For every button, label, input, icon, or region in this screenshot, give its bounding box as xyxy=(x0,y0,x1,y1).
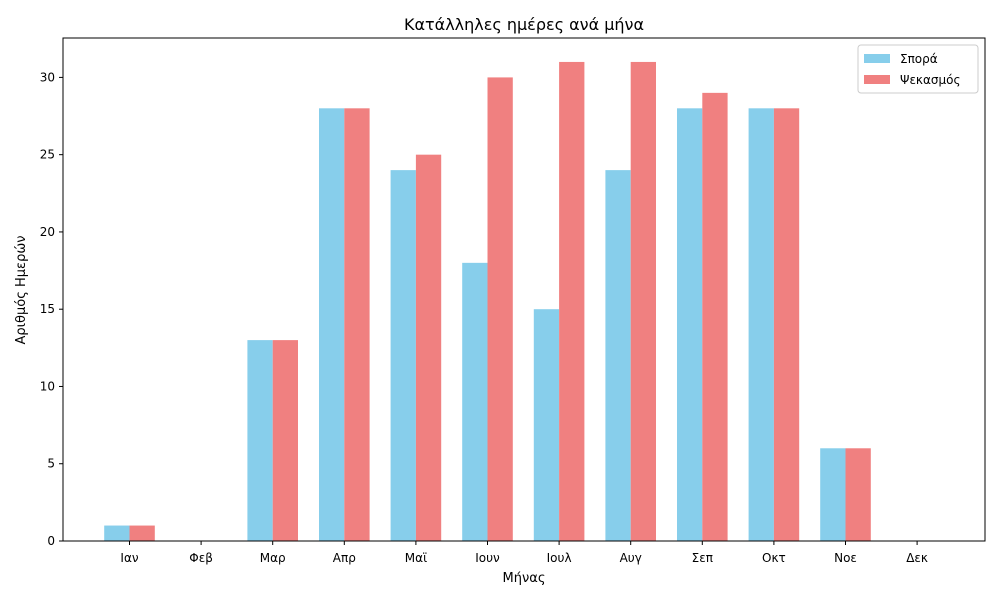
bar-spraying-9 xyxy=(773,108,800,541)
y-axis-ticks: 0 5 10 15 20 25 30 xyxy=(40,70,63,548)
x-tick-label-9: Οκτ xyxy=(762,551,786,565)
bar-spraying-3 xyxy=(344,108,370,541)
bar-sowing-0 xyxy=(104,525,130,541)
y-tick-label-2: 10 xyxy=(40,379,55,393)
legend-swatch-1 xyxy=(864,75,890,84)
bar-spraying-5 xyxy=(487,77,513,541)
x-tick-label-11: Δεκ xyxy=(906,551,928,565)
legend: Σπορά Ψεκασμός xyxy=(857,44,979,94)
x-tick-label-1: Φεβ xyxy=(189,551,213,565)
bar-sowing-7 xyxy=(605,170,631,541)
x-tick-label-8: Σεπ xyxy=(692,551,713,565)
y-tick-label-5: 25 xyxy=(40,148,55,162)
bar-sowing-9 xyxy=(748,108,774,541)
plot-area-frame xyxy=(62,37,986,542)
x-tick-label-10: Νοε xyxy=(834,551,857,565)
bar-sowing-10 xyxy=(820,448,846,541)
bar-spraying-8 xyxy=(702,92,728,542)
x-tick-label-0: Ιαν xyxy=(120,551,138,565)
x-tick-label-5: Ιουν xyxy=(475,551,500,565)
bar-sowing-6 xyxy=(533,309,560,541)
bar-sowing-8 xyxy=(677,108,703,541)
legend-label-0: Σπορά xyxy=(900,52,938,66)
legend-label-1: Ψεκασμός xyxy=(900,73,961,87)
y-tick-label-0: 0 xyxy=(47,534,55,548)
bar-sowing-5 xyxy=(462,262,488,541)
legend-swatch-0 xyxy=(864,54,890,63)
x-tick-label-6: Ιουλ xyxy=(547,551,572,565)
x-tick-label-2: Μαρ xyxy=(260,551,286,565)
x-axis-ticks: Ιαν Φεβ Μαρ Απρ Μαϊ Ιουν Ιουλ Αυγ Σεπ Οκτ Νοε Δεκ xyxy=(120,541,928,565)
x-tick-label-7: Αυγ xyxy=(620,551,642,565)
bar-spraying-2 xyxy=(272,340,298,541)
y-tick-label-3: 15 xyxy=(40,302,55,316)
bar-spraying-10 xyxy=(845,448,871,541)
bar-sowing-4 xyxy=(390,170,416,541)
chart-title: Κατάλληλες ημέρες ανά μήνα xyxy=(404,15,644,34)
bar-spraying-0 xyxy=(129,525,155,541)
y-tick-label-1: 5 xyxy=(47,457,55,471)
x-tick-label-4: Μαϊ xyxy=(405,551,427,565)
bar-sowing-3 xyxy=(319,108,345,541)
bar-spraying-6 xyxy=(559,61,585,541)
y-tick-label-6: 30 xyxy=(40,70,55,84)
x-tick-label-3: Απρ xyxy=(333,551,356,565)
bar-spraying-4 xyxy=(415,154,442,542)
y-axis-label: Αριθμός Ημερών xyxy=(14,236,29,345)
bar-sowing-2 xyxy=(247,340,273,541)
y-tick-label-4: 20 xyxy=(40,225,55,239)
bar-spraying-7 xyxy=(630,61,656,541)
x-axis-label: Μήνας xyxy=(503,571,546,586)
bars-layer xyxy=(104,61,871,542)
